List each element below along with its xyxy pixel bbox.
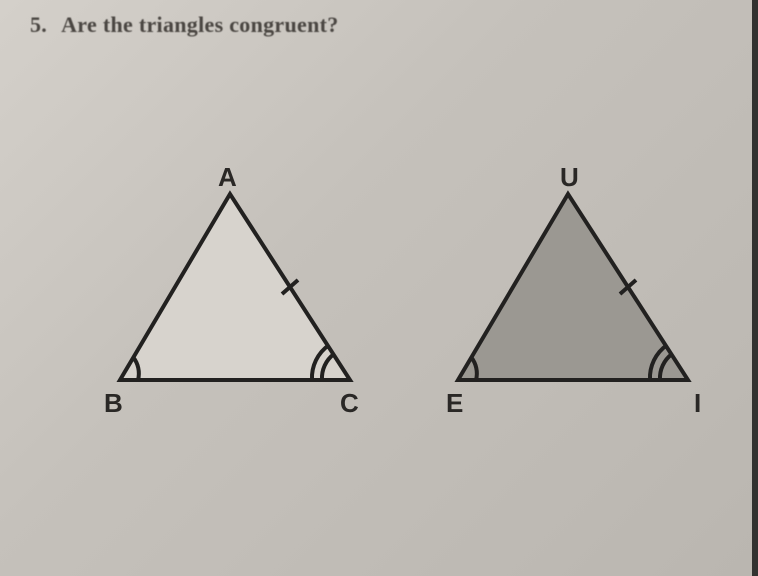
- triangle-right-shape: [458, 194, 688, 380]
- vertex-e: E: [446, 388, 463, 419]
- question-number: 5.: [30, 12, 47, 37]
- vertex-u: U: [560, 162, 579, 193]
- vertex-i: I: [694, 388, 701, 419]
- vertex-c: C: [340, 388, 359, 419]
- diagram-area: A B C U E I: [0, 170, 758, 550]
- triangle-left-shape: [120, 194, 350, 380]
- worksheet-page: 5. Are the triangles congruent? A B C: [0, 0, 758, 576]
- question-text: Are the triangles congruent?: [61, 12, 338, 37]
- page-edge-shadow: [752, 0, 758, 576]
- question-line: 5. Are the triangles congruent?: [30, 12, 339, 38]
- vertex-b: B: [104, 388, 123, 419]
- vertex-a: A: [218, 162, 237, 193]
